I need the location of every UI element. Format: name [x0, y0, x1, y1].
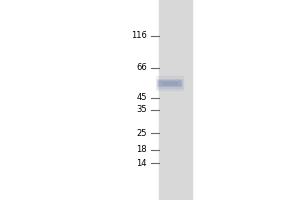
Text: 25: 25	[136, 129, 147, 138]
Bar	[159, 81, 180, 85]
Bar	[162, 82, 177, 84]
Bar	[157, 78, 182, 88]
Bar	[156, 76, 183, 90]
Text: 18: 18	[136, 146, 147, 154]
Text: 45: 45	[136, 94, 147, 102]
Text: 116: 116	[131, 31, 147, 40]
Bar	[158, 80, 182, 86]
Bar	[159, 0, 192, 200]
Text: 66: 66	[136, 64, 147, 72]
Text: 14: 14	[136, 158, 147, 168]
Text: 35: 35	[136, 106, 147, 114]
